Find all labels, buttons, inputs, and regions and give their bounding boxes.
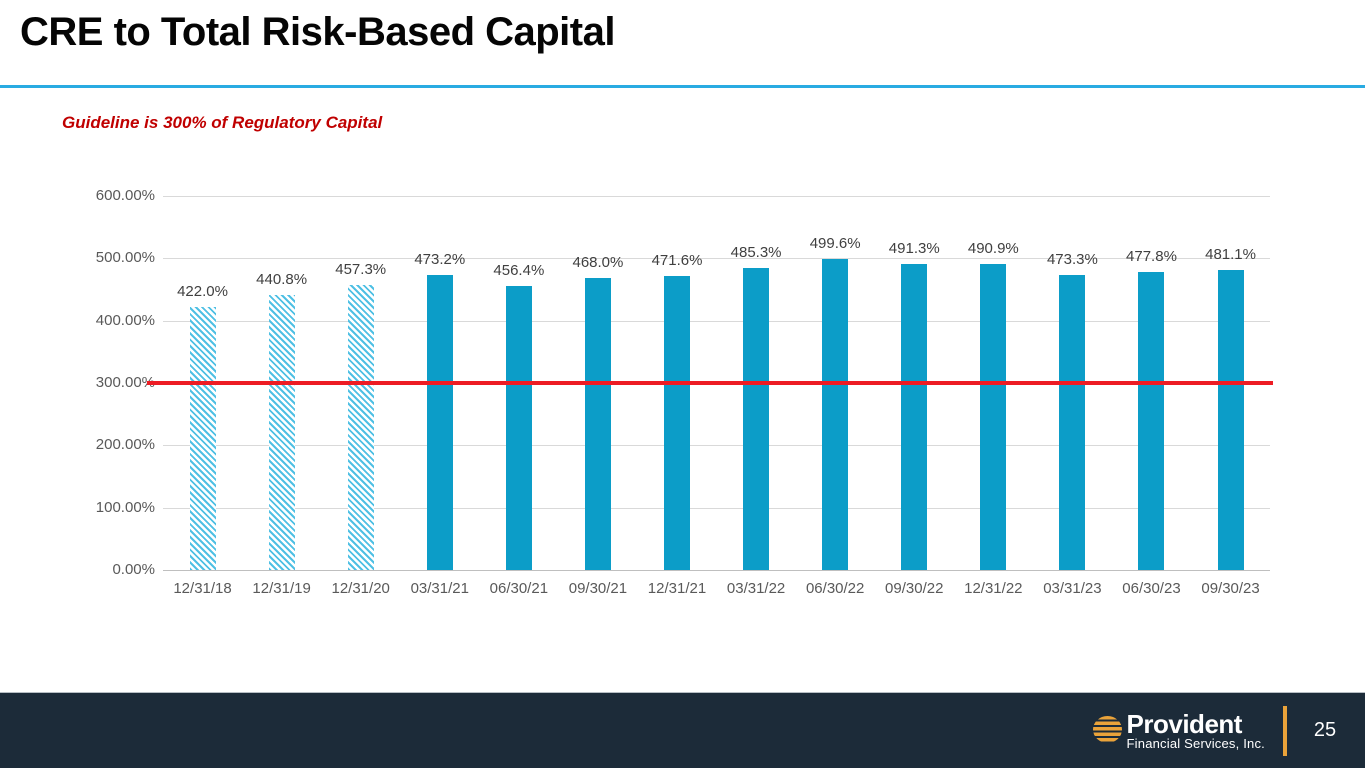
bar — [1138, 272, 1165, 570]
bar-group-12/31/22: 490.9% 12/31/22 — [954, 196, 1033, 597]
guideline-300-percent-line — [147, 381, 1273, 385]
title-separator-line — [0, 85, 1365, 88]
bar-value-label: 491.3% — [888, 239, 940, 257]
bar-value-label: 468.0% — [572, 254, 624, 272]
bar-group-12/31/19: 440.8% 12/31/19 — [242, 196, 321, 597]
bar-group-12/31/20: 457.3% 12/31/20 — [321, 196, 400, 597]
bar — [268, 295, 295, 570]
bar-group-06/30/22: 499.6% 06/30/22 — [796, 196, 875, 597]
bar-value-label: 481.1% — [1205, 246, 1256, 264]
x-axis-tick-label: 12/31/22 — [964, 580, 1023, 597]
y-axis-tick-label: 600.00% — [95, 187, 155, 204]
provident-globe-icon — [1092, 715, 1122, 743]
gridline — [163, 320, 1270, 322]
x-axis-tick-label: 12/31/18 — [173, 580, 232, 597]
bar-group-03/31/23: 473.3% 03/31/23 — [1033, 196, 1112, 597]
x-axis-tick-label: 09/30/21 — [568, 580, 628, 597]
bar — [664, 276, 690, 570]
bar — [901, 263, 928, 570]
bar — [743, 267, 770, 570]
bar-group-03/31/21: 473.2% 03/31/21 — [400, 196, 479, 597]
bar — [1217, 270, 1244, 570]
gridline — [163, 258, 1270, 260]
gridline — [163, 507, 1270, 509]
footer-divider-line — [1283, 705, 1287, 756]
gridline — [163, 570, 1270, 571]
x-axis-tick-label: 06/30/23 — [1122, 580, 1181, 597]
bar-group-09/30/22: 491.3% 09/30/22 — [875, 196, 954, 597]
logo-subtitle: Financial Services, Inc. — [1126, 735, 1265, 751]
bar-group-03/31/22: 485.3% 03/31/22 — [717, 196, 796, 598]
bar-group-06/30/23: 477.8% 06/30/23 — [1112, 196, 1191, 597]
bar-group-09/30/23: 481.1% 09/30/23 — [1191, 196, 1270, 597]
bar — [822, 258, 849, 570]
bar-value-label: 485.3% — [730, 243, 782, 261]
bar-value-label: 499.6% — [809, 234, 861, 252]
bar — [189, 306, 216, 570]
x-axis-tick-label: 12/31/20 — [331, 580, 390, 597]
gridline — [163, 445, 1270, 447]
x-axis-tick-label: 03/31/22 — [726, 580, 786, 597]
bar — [584, 278, 611, 570]
x-axis-tick-label: 03/31/21 — [410, 580, 469, 597]
bar-value-label: 457.3% — [335, 260, 387, 278]
bar — [505, 285, 532, 570]
y-axis-tick-label: 400.00% — [95, 311, 155, 329]
bar-group-12/31/21: 471.6% 12/31/21 — [637, 196, 716, 597]
bar-value-label: 490.9% — [967, 240, 1019, 258]
bar-value-label: 471.6% — [651, 252, 703, 270]
bar — [426, 275, 453, 570]
plot-area: 422.0% 12/31/18 440.8% 12/31/19 457.3% 12/31/… — [147, 196, 1273, 598]
gridline — [163, 196, 1270, 197]
x-axis-tick-label: 06/30/22 — [805, 580, 865, 597]
bar — [1059, 274, 1086, 570]
bar-series: 422.0% 12/31/18 440.8% 12/31/19 457.3% 12/31/… — [163, 196, 1270, 598]
x-axis-tick-label: 06/30/21 — [489, 580, 549, 597]
logo-title: Provident — [1126, 708, 1243, 739]
guideline-note: Guideline is 300% of Regulatory Capital — [62, 113, 383, 132]
x-axis-tick-label: 09/30/22 — [885, 580, 944, 597]
bar-group-06/30/21: 456.4% 06/30/21 — [479, 196, 558, 597]
bar-value-label: 477.8% — [1126, 248, 1177, 266]
x-axis-tick-label: 09/30/23 — [1201, 580, 1260, 597]
bar-value-label: 440.8% — [256, 271, 308, 289]
page-number: 25 — [1313, 719, 1337, 741]
y-axis-tick-label: 200.00% — [95, 436, 155, 454]
x-axis-tick-label: 12/31/21 — [647, 580, 707, 597]
bar-value-label: 456.4% — [493, 261, 545, 279]
y-axis-tick-label: 500.00% — [95, 249, 155, 267]
bar-value-label: 473.2% — [414, 251, 466, 269]
y-axis-tick-label: 300.00% — [95, 374, 155, 391]
bar-group-09/30/21: 468.0% 09/30/21 — [558, 196, 637, 597]
x-axis-tick-label: 12/31/19 — [252, 580, 311, 597]
provident-logo: Provident Financial Services, Inc. — [1092, 711, 1265, 751]
x-axis-tick-label: 03/31/23 — [1043, 580, 1102, 597]
y-axis-tick-label: 0.00% — [112, 561, 155, 578]
bar-value-label: 422.0% — [177, 282, 228, 300]
bar-group-12/31/18: 422.0% 12/31/18 — [163, 196, 242, 597]
y-axis-tick-label: 100.00% — [95, 498, 155, 516]
bar-value-label: 473.3% — [1046, 250, 1098, 268]
footer-bar: Provident Financial Services, Inc. 25 — [0, 692, 1365, 768]
bar — [347, 284, 374, 570]
y-axis: 600.00% 500.00% 400.00% 300.00% 200.00% 100.0… — [0, 187, 155, 578]
page-title: CRE to Total Risk-Based Capital — [20, 10, 615, 54]
bar — [980, 264, 1007, 570]
logo-text: Provident Financial Services, Inc. — [1127, 711, 1265, 751]
